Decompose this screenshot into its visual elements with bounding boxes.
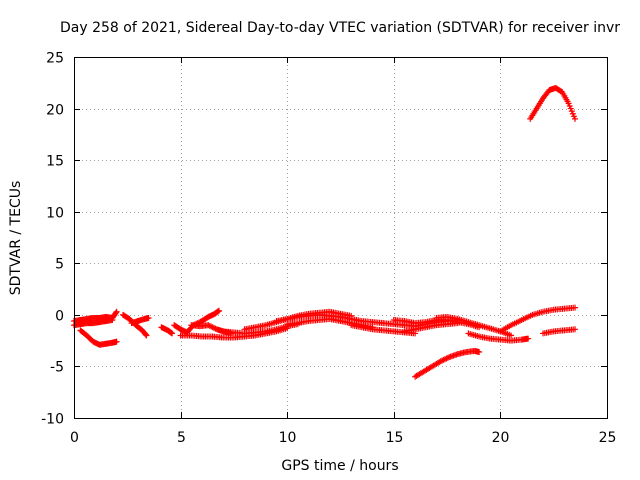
x-tick-label: 10	[279, 430, 297, 446]
data-point	[169, 330, 176, 337]
data-point	[113, 338, 120, 345]
data-points	[71, 84, 579, 380]
series-arc-14	[348, 322, 419, 337]
x-tick-label: 0	[70, 430, 79, 446]
series-arc-20	[465, 330, 532, 344]
x-tick-label: 15	[386, 430, 404, 446]
grid-lines	[74, 57, 607, 418]
data-point	[508, 332, 515, 339]
y-tick-label: 10	[46, 206, 64, 222]
series-arc-22	[540, 326, 579, 337]
y-tick-label: 25	[46, 51, 64, 67]
data-point	[143, 332, 150, 339]
series-arc-5	[128, 314, 152, 327]
data-point	[142, 331, 149, 338]
series-arc-21	[497, 304, 579, 335]
data-point	[525, 335, 532, 342]
series-arc-1	[71, 308, 120, 325]
data-point	[112, 309, 119, 316]
x-tick-label: 5	[177, 430, 186, 446]
plot-frame	[74, 57, 608, 419]
data-point	[572, 115, 579, 122]
series-arc-18	[412, 347, 483, 380]
data-point	[476, 348, 483, 355]
y-tick-label: 15	[46, 154, 64, 170]
data-point	[113, 308, 120, 315]
data-point	[145, 314, 152, 321]
y-axis-label: SDTVAR / TECUs	[8, 181, 24, 296]
series-arc-23	[527, 84, 579, 122]
series-arc-7	[171, 307, 222, 336]
axis-ticks: 0 5 10 15 20 25 -10 -5 0 5 10 15 20 25	[41, 51, 616, 447]
x-tick-label: 25	[599, 430, 617, 446]
y-tick-label: 20	[46, 103, 64, 119]
x-tick-label: 20	[492, 430, 510, 446]
chart-title: Day 258 of 2021, Sidereal Day-to-day VTE…	[60, 20, 620, 36]
y-tick-label: -10	[41, 412, 64, 428]
series-arc-3	[77, 327, 120, 348]
data-point	[215, 307, 222, 314]
x-axis-label: GPS time / hours	[281, 458, 398, 474]
series-arc-19	[433, 313, 515, 339]
y-tick-label: 5	[55, 257, 64, 273]
data-point	[572, 304, 579, 311]
series-arc-17	[401, 320, 461, 335]
series-arc-12	[273, 311, 387, 327]
data-point	[572, 326, 579, 333]
series-arc-6	[158, 324, 176, 337]
y-tick-label: -5	[50, 360, 64, 376]
data-point	[109, 317, 116, 324]
y-tick-label: 0	[55, 309, 64, 325]
series-arc-2	[71, 317, 116, 329]
